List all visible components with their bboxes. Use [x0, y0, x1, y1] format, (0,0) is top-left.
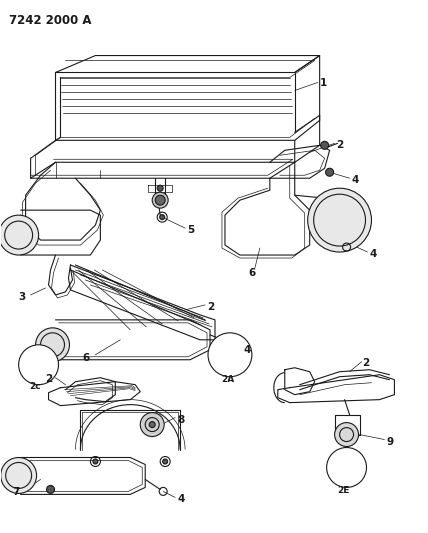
Text: 6: 6	[248, 268, 255, 278]
Circle shape	[140, 413, 164, 437]
Circle shape	[326, 168, 333, 176]
Circle shape	[1, 457, 36, 494]
Circle shape	[222, 339, 226, 343]
Circle shape	[157, 185, 163, 191]
Text: 4: 4	[369, 249, 377, 259]
Text: 4: 4	[244, 345, 251, 355]
Text: 4: 4	[351, 175, 359, 185]
Circle shape	[149, 422, 155, 427]
Text: 9: 9	[386, 437, 394, 447]
Circle shape	[160, 215, 165, 220]
Text: 7: 7	[13, 487, 20, 497]
Text: 2: 2	[207, 302, 214, 312]
Circle shape	[19, 345, 59, 385]
Text: 2A: 2A	[221, 375, 234, 384]
Circle shape	[155, 195, 165, 205]
Circle shape	[335, 423, 359, 447]
Text: 6: 6	[83, 353, 90, 363]
Circle shape	[152, 192, 168, 208]
Circle shape	[93, 459, 98, 464]
Circle shape	[36, 328, 69, 362]
Circle shape	[308, 188, 372, 252]
Circle shape	[327, 448, 366, 487]
Text: 2: 2	[336, 140, 344, 150]
Text: 2c: 2c	[30, 382, 41, 391]
Text: 5: 5	[187, 225, 194, 235]
Text: 7242 2000 A: 7242 2000 A	[9, 14, 91, 27]
Circle shape	[208, 333, 252, 377]
Text: 4: 4	[177, 495, 184, 504]
Text: 2E: 2E	[338, 487, 350, 496]
Circle shape	[47, 486, 54, 494]
Text: 8: 8	[177, 415, 184, 425]
Text: 2: 2	[45, 374, 53, 384]
Circle shape	[0, 215, 39, 255]
Circle shape	[163, 459, 168, 464]
Text: 2: 2	[363, 358, 370, 368]
Circle shape	[321, 141, 329, 149]
Text: 3: 3	[19, 292, 26, 302]
Text: 1: 1	[320, 78, 327, 88]
